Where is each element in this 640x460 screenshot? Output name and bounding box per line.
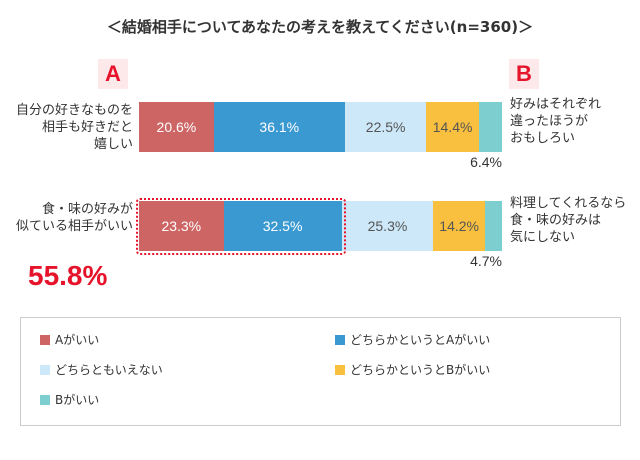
value-label: 6.4% [470,154,502,170]
legend-label: どちらかというとAがいい [350,333,491,347]
side-b-label: B [509,59,539,89]
legend-box [20,317,621,426]
value-label: 36.1% [259,119,300,135]
legend-swatch [335,365,345,375]
bar-segment [484,201,502,251]
value-label: 4.7% [470,253,502,269]
legend-label: Aがいい [55,333,100,347]
bar-segment [344,102,427,152]
bar-segment [426,102,479,152]
value-label: 22.5% [365,119,406,135]
value-label: 14.4% [432,119,473,135]
bar-segment [139,201,224,251]
side-a-label: A [98,59,128,89]
bar-segment [478,102,502,152]
highlight-box [136,198,346,255]
value-label: 32.5% [262,218,303,234]
bar-segment [139,102,214,152]
legend-swatch [335,335,345,345]
bar-segment [433,201,485,251]
bar-segment [223,201,342,251]
legend-label: どちらかというとBがいい [350,363,491,377]
legend-label: どちらともいえない [55,363,163,377]
bar-segment [341,201,434,251]
value-label: 20.6% [156,119,197,135]
value-label: 23.3% [161,218,202,234]
chart-title: ＜結婚相手についてあなたの考えを教えてください(n=360)＞ [106,18,534,36]
legend-swatch [40,395,50,405]
category-label: 自分の好きなものを 相手も好きだと 嬉しい [15,102,133,152]
value-label: 14.2% [439,218,479,234]
legend-swatch [40,335,50,345]
bar-segment [213,102,345,152]
category-label: 食・味の好みが 似ている相手がいい [15,201,133,234]
legend-label: Bがいい [55,393,100,407]
right-label: 好みはそれぞれ 違ったほうが おもしろい [510,96,602,146]
value-label: 25.3% [367,218,408,234]
right-label: 料理してくれるなら 食・味の好みは 気にしない [510,195,627,245]
legend-swatch [40,365,50,375]
annotation: 55.8% [28,260,108,291]
